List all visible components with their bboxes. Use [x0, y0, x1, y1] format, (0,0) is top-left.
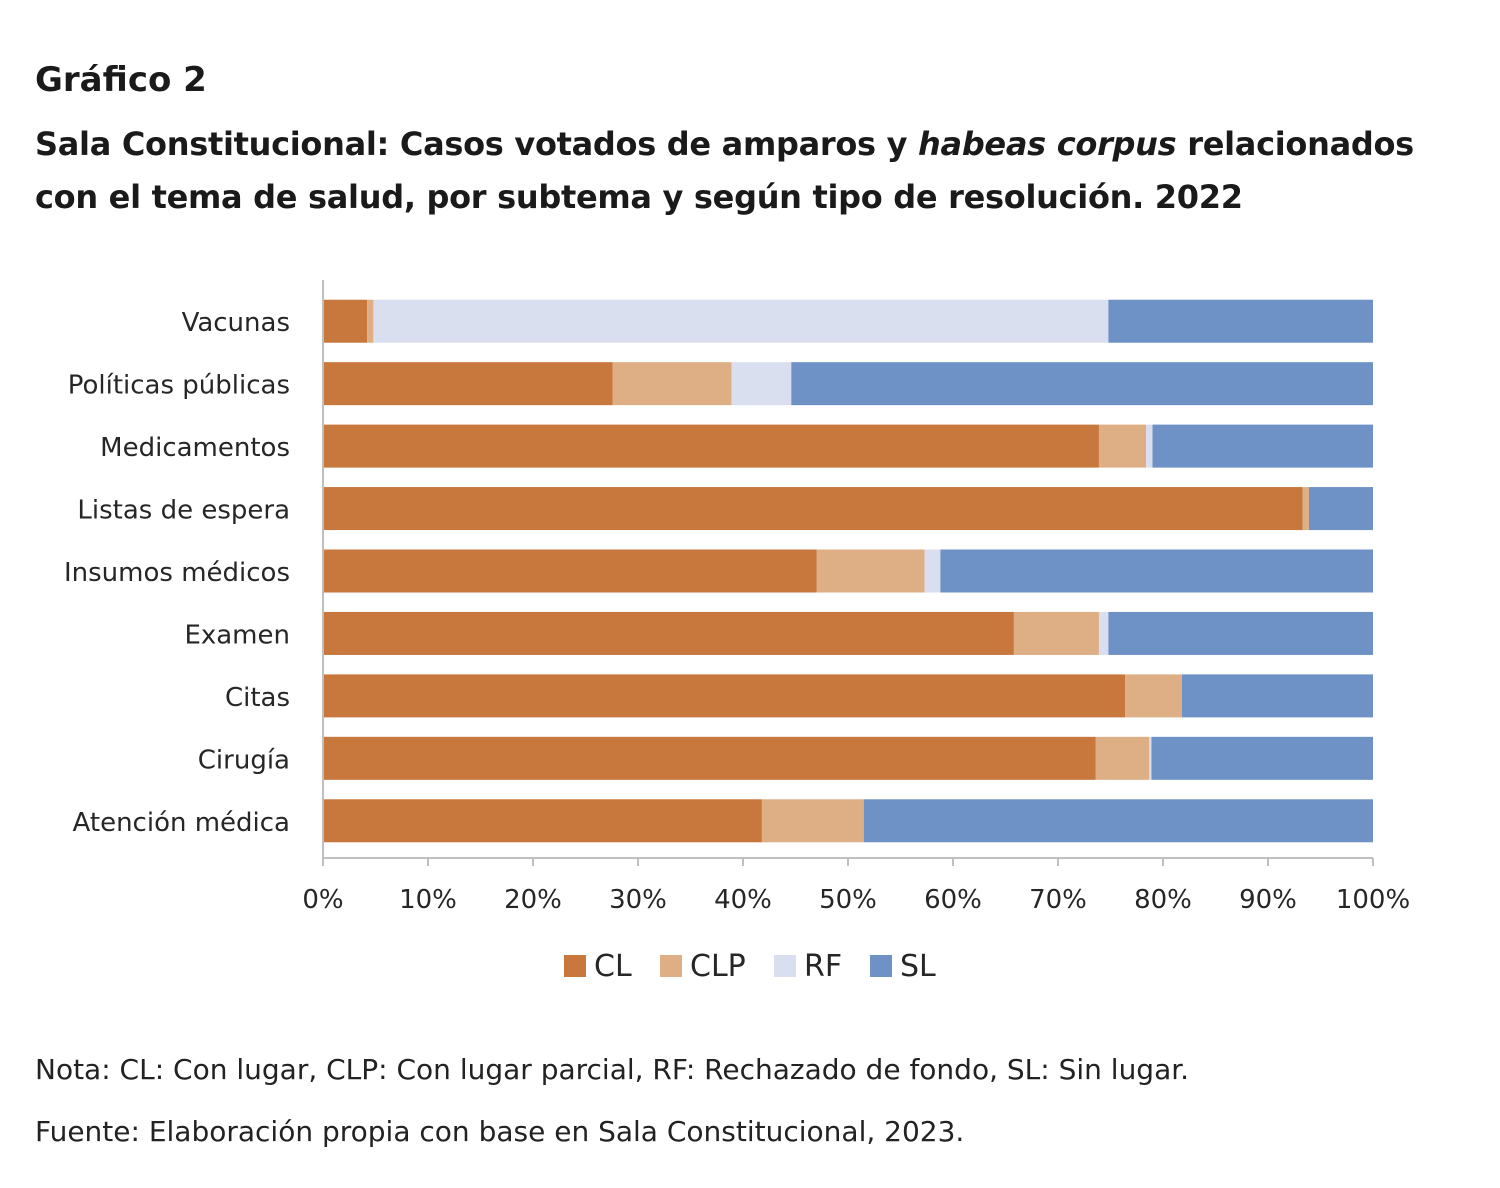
bar-rf-1	[731, 362, 792, 406]
bar-clp-8	[761, 799, 864, 843]
bar-sl-2	[1152, 424, 1373, 468]
bar-sl-8	[863, 799, 1373, 843]
x-tick-label-8: 80%	[1134, 885, 1192, 915]
legend-label-cl: CL	[594, 949, 632, 984]
bar-cl-6	[323, 674, 1126, 718]
legend-label-rf: RF	[804, 949, 842, 984]
x-tick-label-4: 40%	[714, 885, 772, 915]
chart-notes: Nota: CL: Con lugar, CLP: Con lugar parc…	[35, 1048, 1189, 1154]
category-label-6: Citas	[225, 683, 290, 713]
x-tick-label-7: 70%	[1029, 885, 1087, 915]
chart-heading: Gráfico 2 Sala Constitucional: Casos vot…	[35, 56, 1485, 224]
bar-clp-1	[612, 362, 732, 406]
bar-sl-0	[1108, 299, 1373, 343]
bar-cl-5	[323, 611, 1014, 655]
bar-cl-4	[323, 549, 817, 593]
category-label-2: Medicamentos	[100, 433, 290, 463]
bar-sl-1	[791, 362, 1373, 406]
bars-layer	[323, 299, 1373, 843]
x-tick-label-2: 20%	[504, 885, 562, 915]
bar-rf-0	[373, 299, 1109, 343]
bar-clp-3	[1302, 487, 1309, 531]
source-text: Fuente: Elaboración propia con base en S…	[35, 1115, 965, 1148]
legend-swatch-rf	[774, 955, 796, 977]
bar-rf-7	[1149, 736, 1152, 780]
bar-rf-2	[1146, 424, 1153, 468]
bar-rf-5	[1098, 611, 1109, 655]
category-label-7: Cirugía	[198, 745, 290, 775]
legend: CL CLP RF SL	[564, 949, 936, 984]
x-tick-label-6: 60%	[924, 885, 982, 915]
chart-title-italic: habeas corpus	[918, 125, 1177, 163]
legend-swatch-clp	[660, 955, 682, 977]
bar-clp-4	[816, 549, 925, 593]
legend-swatch-cl	[564, 955, 586, 977]
category-label-0: Vacunas	[182, 308, 290, 338]
bar-sl-7	[1151, 736, 1373, 780]
bar-sl-4	[940, 549, 1373, 593]
chart-title: Sala Constitucional: Casos votados de am…	[35, 118, 1485, 224]
category-label-8: Atención médica	[73, 808, 290, 838]
bar-cl-8	[323, 799, 762, 843]
x-tick-label-10: 100%	[1336, 885, 1410, 915]
x-tick-label-0: 0%	[302, 885, 343, 915]
x-tick-label-1: 10%	[399, 885, 457, 915]
x-tick-label-5: 50%	[819, 885, 877, 915]
legend-label-sl: SL	[900, 949, 936, 984]
x-tick-label-3: 30%	[609, 885, 667, 915]
chart-title-part1: Sala Constitucional: Casos votados de am…	[35, 125, 919, 163]
bar-sl-3	[1308, 487, 1373, 531]
chart-title-part2: relacionados con el tema de salud, por s…	[35, 125, 1414, 216]
bar-sl-6	[1181, 674, 1373, 718]
bar-clp-5	[1013, 611, 1099, 655]
category-label-1: Políticas públicas	[68, 371, 290, 401]
category-labels: Vacunas Políticas públicas Medicamentos Lis…	[64, 308, 290, 838]
category-label-5: Examen	[184, 620, 290, 650]
legend-label-clp: CLP	[690, 949, 746, 984]
bar-cl-1	[323, 362, 613, 406]
bar-clp-0	[367, 299, 374, 343]
x-tick-label-9: 90%	[1239, 885, 1297, 915]
legend-swatch-sl	[870, 955, 892, 977]
stacked-bar-chart: 0% 10% 20% 30% 40% 50% 60% 70% 80% 90% 100% Vacuna…	[64, 280, 1410, 984]
bar-sl-5	[1108, 611, 1373, 655]
category-label-4: Insumos médicos	[64, 558, 290, 588]
bar-cl-2	[323, 424, 1099, 468]
figure-label: Gráfico 2	[35, 60, 207, 100]
category-label-3: Listas de espera	[77, 496, 290, 526]
bar-cl-7	[323, 736, 1096, 780]
note-text: Nota: CL: Con lugar, CLP: Con lugar parc…	[35, 1053, 1190, 1086]
bar-clp-6	[1125, 674, 1182, 718]
bar-cl-0	[323, 299, 368, 343]
bar-rf-4	[924, 549, 941, 593]
bar-cl-3	[323, 487, 1303, 531]
bar-clp-2	[1098, 424, 1147, 468]
x-axis: 0% 10% 20% 30% 40% 50% 60% 70% 80% 90% 100%	[302, 280, 1410, 915]
bar-clp-7	[1095, 736, 1150, 780]
